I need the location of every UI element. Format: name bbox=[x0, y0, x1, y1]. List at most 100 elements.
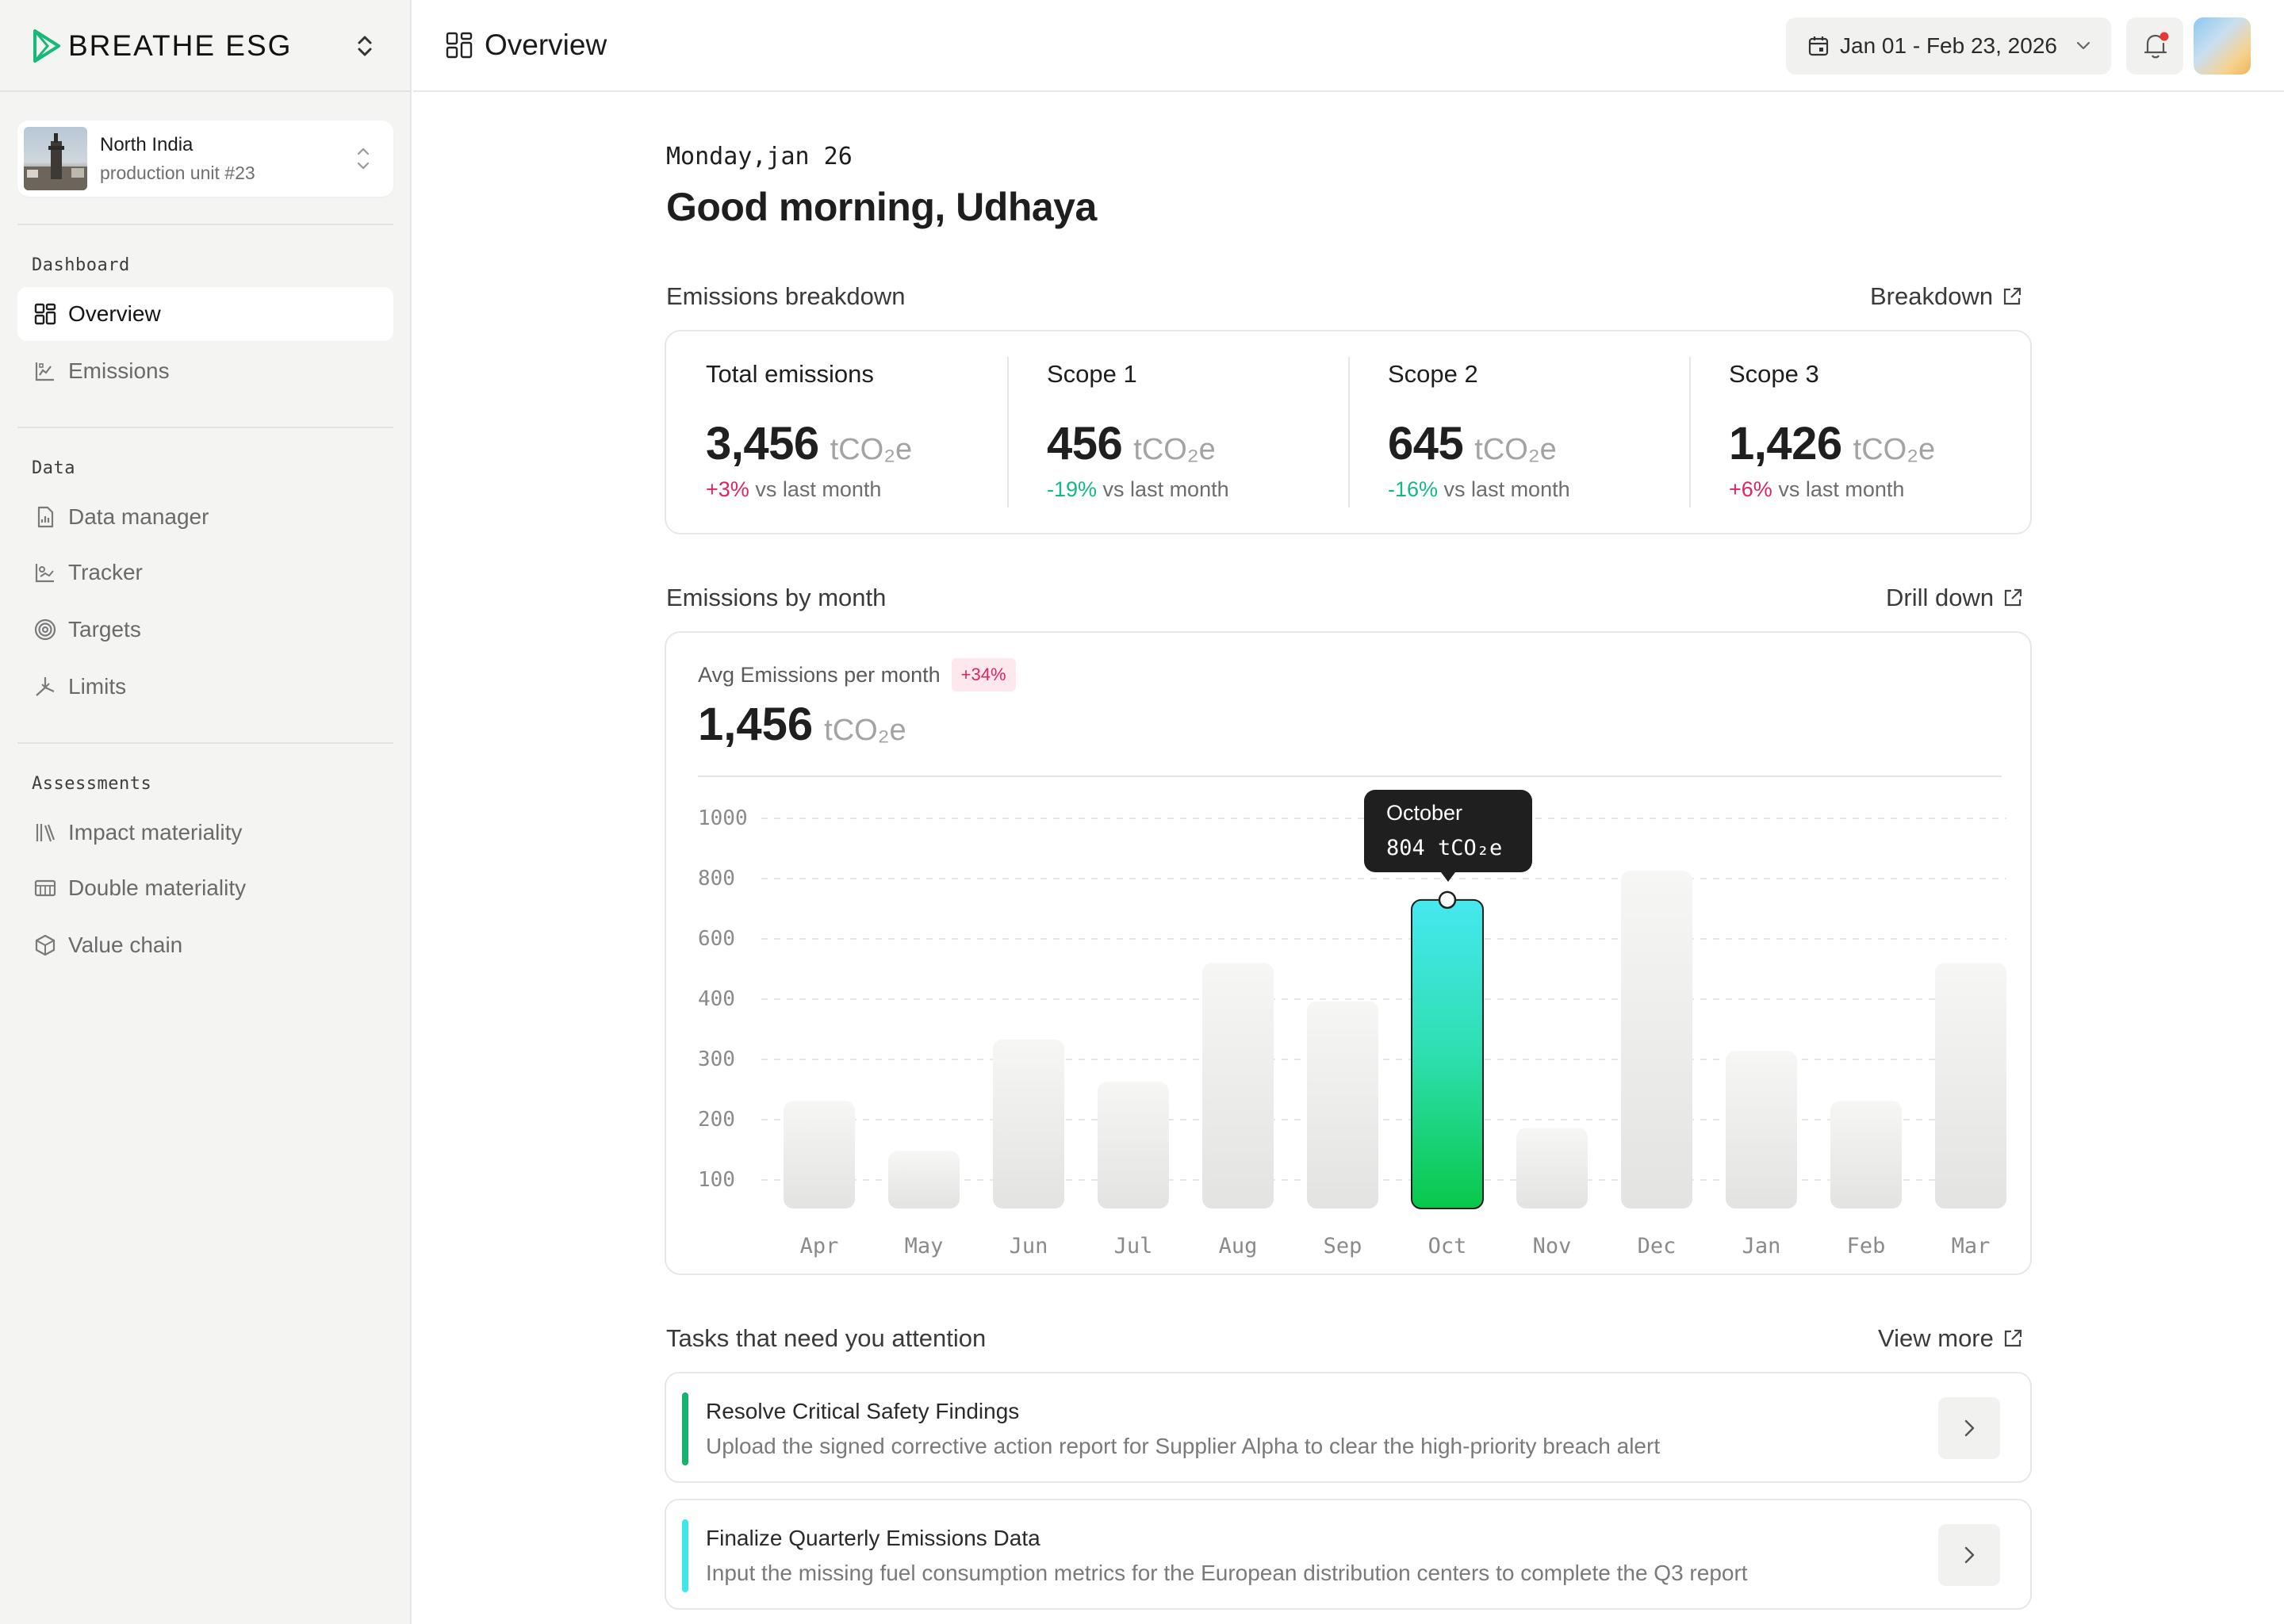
kpi-unit: tCO₂e bbox=[1133, 433, 1216, 466]
emissions-breakdown-card: Total emissions 3,456 tCO₂e +3% vs last … bbox=[665, 330, 2032, 534]
kpi-unit: tCO₂e bbox=[1474, 433, 1557, 466]
emissions-bar-chart: 1000 800 600 400 300 200 100 Apr May Jun Jul Aug Sep… bbox=[698, 790, 2006, 1258]
chevron-up-down-icon bbox=[357, 147, 370, 170]
sidebar-divider bbox=[0, 90, 412, 92]
x-tick-label: Sep bbox=[1324, 1234, 1362, 1258]
breakdown-link[interactable]: Breakdown bbox=[1870, 282, 2023, 311]
drill-down-link[interactable]: Drill down bbox=[1886, 584, 2024, 612]
kpi-delta-suffix: vs last month bbox=[1443, 477, 1570, 501]
x-tick-label: Jun bbox=[1010, 1234, 1048, 1258]
bar-aug[interactable] bbox=[1202, 963, 1274, 1208]
external-link-icon bbox=[2004, 1329, 2021, 1347]
bar-sep[interactable] bbox=[1307, 1001, 1378, 1208]
workspace-switch-icon[interactable] bbox=[349, 30, 381, 62]
sidebar-item-value-chain[interactable]: Value chain bbox=[17, 918, 393, 972]
chart-icon bbox=[35, 362, 54, 381]
tooltip-title: October bbox=[1386, 801, 1462, 825]
document-chart-icon bbox=[37, 506, 54, 528]
bar-dec[interactable] bbox=[1621, 871, 1692, 1208]
drill-down-link-label: Drill down bbox=[1886, 584, 1995, 611]
section-label-assessments: Assessments bbox=[32, 774, 152, 794]
page-title-text: Overview bbox=[485, 29, 607, 61]
user-avatar[interactable] bbox=[2194, 17, 2251, 75]
greeting-title: Good morning, Udhaya bbox=[666, 185, 1097, 229]
task-open-button[interactable] bbox=[1938, 1397, 2000, 1459]
sidebar-item-label: Double materiality bbox=[68, 875, 247, 900]
bar-jul[interactable] bbox=[1098, 1082, 1169, 1208]
x-tick-label: Feb bbox=[1847, 1234, 1886, 1258]
kpi-label: Scope 2 bbox=[1388, 360, 1478, 388]
kpi-scope-1: Scope 1 456 tCO₂e -19% vs last month bbox=[1007, 331, 1348, 533]
kpi-delta: -19% bbox=[1047, 477, 1098, 501]
x-tick-label: Jul bbox=[1114, 1234, 1153, 1258]
bar-jun[interactable] bbox=[993, 1040, 1064, 1208]
chart-divider bbox=[698, 776, 2002, 777]
task-description: Input the missing fuel consumption metri… bbox=[706, 1561, 1748, 1585]
avg-label: Avg Emissions per month bbox=[698, 662, 941, 687]
sidebar-item-label: Limits bbox=[68, 674, 127, 699]
tasks-section-title: Tasks that need you attention bbox=[666, 1324, 987, 1352]
section-label-dashboard: Dashboard bbox=[32, 255, 130, 275]
bar-jan[interactable] bbox=[1726, 1051, 1797, 1208]
sidebar-item-label: Impact materiality bbox=[68, 820, 243, 845]
view-more-link-label: View more bbox=[1878, 1324, 1994, 1352]
sidebar-item-label: Overview bbox=[68, 301, 161, 326]
x-tick-label: Oct bbox=[1428, 1234, 1467, 1258]
kpi-value: 1,426 bbox=[1729, 418, 1842, 469]
kpi-value: 3,456 bbox=[706, 418, 819, 469]
sidebar-item-overview[interactable]: Overview bbox=[17, 287, 393, 341]
bell-icon bbox=[2144, 32, 2169, 59]
notifications-button[interactable] bbox=[2126, 17, 2183, 75]
calendar-icon bbox=[1808, 36, 1829, 56]
bar-highlight-marker bbox=[1438, 891, 1457, 910]
bar-may[interactable] bbox=[888, 1151, 960, 1208]
task-open-button[interactable] bbox=[1938, 1524, 2000, 1586]
bar-nov[interactable] bbox=[1516, 1128, 1588, 1208]
kpi-scope-3: Scope 3 1,426 tCO₂e +6% vs last month bbox=[1689, 331, 2030, 533]
view-more-link[interactable]: View more bbox=[1878, 1324, 2024, 1353]
site-selector[interactable]: North India production unit #23 bbox=[17, 121, 393, 197]
sidebar-item-label: Emissions bbox=[68, 358, 170, 383]
y-tick-label: 100 bbox=[698, 1168, 735, 1192]
kpi-delta: +6% bbox=[1729, 477, 1772, 501]
bar-mar[interactable] bbox=[1935, 963, 2006, 1208]
sidebar-item-emissions[interactable]: Emissions bbox=[17, 344, 393, 398]
avg-change-badge: +34% bbox=[951, 658, 1016, 691]
sidebar-divider bbox=[17, 742, 393, 744]
y-tick-label: 200 bbox=[698, 1108, 735, 1132]
bar-feb[interactable] bbox=[1830, 1101, 1902, 1208]
site-thumbnail bbox=[24, 127, 87, 190]
avg-unit: tCO₂e bbox=[824, 714, 906, 747]
task-title: Finalize Quarterly Emissions Data bbox=[706, 1526, 1040, 1550]
sidebar-item-targets[interactable]: Targets bbox=[17, 603, 393, 657]
grid-icon bbox=[34, 303, 56, 325]
breakdown-section-title: Emissions breakdown bbox=[666, 282, 906, 310]
sidebar-item-tracker[interactable]: Tracker bbox=[17, 546, 393, 599]
kpi-delta: -16% bbox=[1388, 477, 1439, 501]
tooltip-value: 804 tCO₂e bbox=[1386, 836, 1502, 860]
sidebar-item-impact-materiality[interactable]: Impact materiality bbox=[17, 806, 393, 860]
kpi-delta-suffix: vs last month bbox=[1778, 477, 1905, 501]
kpi-label: Total emissions bbox=[706, 360, 874, 388]
y-tick-label: 800 bbox=[698, 867, 735, 891]
task-card[interactable]: Resolve Critical Safety Findings Upload … bbox=[665, 1372, 2032, 1483]
page-title: Overview bbox=[445, 29, 607, 62]
sidebar-item-limits[interactable]: Limits bbox=[17, 660, 393, 714]
kpi-delta: +3% bbox=[706, 477, 749, 501]
sidebar-item-double-materiality[interactable]: Double materiality bbox=[17, 861, 393, 915]
kpi-label: Scope 3 bbox=[1729, 360, 1819, 388]
task-description: Upload the signed corrective action repo… bbox=[706, 1434, 1661, 1458]
bar-oct[interactable] bbox=[1411, 898, 1484, 1209]
task-status-bar bbox=[682, 1392, 688, 1465]
kpi-unit: tCO₂e bbox=[830, 433, 913, 466]
bar-apr[interactable] bbox=[784, 1101, 855, 1208]
brand[interactable]: BREATHE ESG bbox=[32, 24, 381, 68]
sidebar-item-data-manager[interactable]: Data manager bbox=[17, 490, 393, 544]
date-range-picker[interactable]: Jan 01 - Feb 23, 2026 bbox=[1786, 17, 2111, 75]
x-tick-label: Nov bbox=[1533, 1234, 1572, 1258]
tooltip-background bbox=[1364, 790, 1532, 872]
kpi-total-emissions: Total emissions 3,456 tCO₂e +3% vs last … bbox=[666, 331, 1007, 533]
x-tick-label: Dec bbox=[1638, 1234, 1677, 1258]
task-card[interactable]: Finalize Quarterly Emissions Data Input … bbox=[665, 1499, 2032, 1610]
task-title: Resolve Critical Safety Findings bbox=[706, 1399, 1020, 1423]
